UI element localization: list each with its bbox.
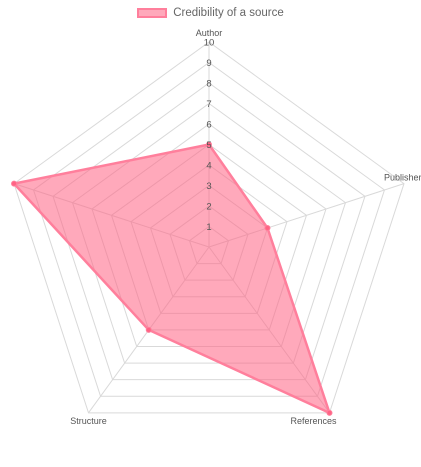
axis-label: Author <box>196 28 223 38</box>
grid-ring <box>32 61 386 397</box>
tick-label: 10 <box>204 38 215 49</box>
grid-ring <box>13 41 405 414</box>
tick-label: 6 <box>206 120 211 131</box>
data-point <box>264 224 271 231</box>
series-area <box>12 143 331 415</box>
tick-label: 1 <box>206 222 211 233</box>
data-point <box>11 180 18 187</box>
data-point <box>145 326 152 333</box>
data-point <box>326 409 333 416</box>
legend-swatch <box>137 8 168 18</box>
tick-label: 7 <box>206 99 211 110</box>
tick-label: 3 <box>206 181 211 192</box>
data-point <box>206 141 212 148</box>
legend-label: Credibility of a source <box>173 7 284 19</box>
axis-label: Publisher <box>384 173 421 183</box>
axis-label: Structure <box>70 416 107 426</box>
tick-label: 8 <box>206 79 211 90</box>
tick-label: 2 <box>206 202 211 213</box>
tick-label: 9 <box>206 58 211 69</box>
tick-label: 5 <box>206 140 211 151</box>
tick-label: 4 <box>206 161 211 172</box>
chart-legend[interactable]: Credibility of a source <box>0 5 421 21</box>
axis-label: References <box>290 416 337 426</box>
